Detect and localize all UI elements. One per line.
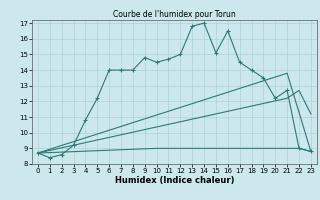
X-axis label: Humidex (Indice chaleur): Humidex (Indice chaleur) bbox=[115, 176, 234, 185]
Title: Courbe de l'humidex pour Torun: Courbe de l'humidex pour Torun bbox=[113, 10, 236, 19]
